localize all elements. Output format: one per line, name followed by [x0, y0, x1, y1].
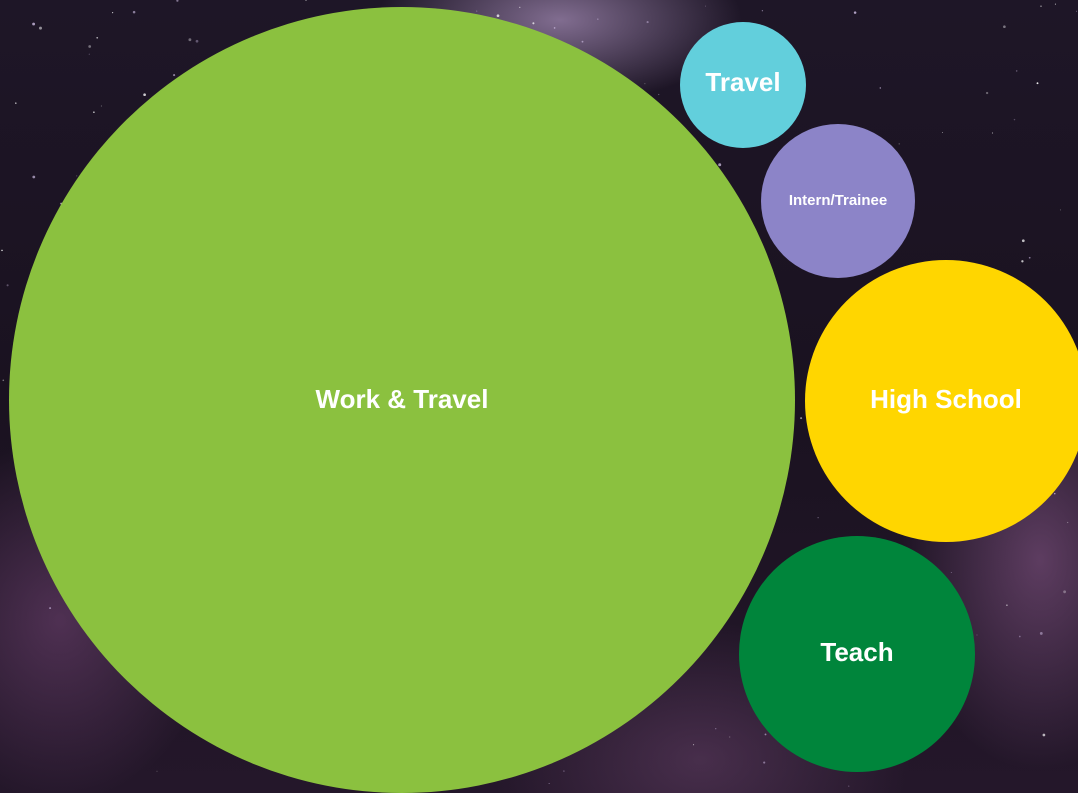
star [563, 770, 565, 772]
bubble-circle[interactable] [761, 124, 915, 278]
bubble-label: Travel [705, 67, 780, 97]
star [644, 83, 646, 85]
star [658, 93, 660, 96]
star [1003, 25, 1006, 29]
star [176, 0, 179, 2]
star [305, 0, 307, 1]
bubble-circle[interactable] [680, 22, 806, 148]
star [32, 22, 36, 26]
star [1021, 239, 1025, 243]
star [1018, 635, 1021, 638]
star [1021, 260, 1024, 263]
star [88, 45, 92, 48]
bubble-circle[interactable] [805, 260, 1078, 542]
star [93, 111, 95, 114]
star [705, 5, 706, 7]
star [496, 14, 500, 18]
star [32, 175, 36, 179]
star [1059, 209, 1061, 211]
star [950, 571, 952, 573]
star [96, 36, 99, 39]
star [188, 38, 192, 42]
star [143, 93, 146, 97]
star [581, 40, 584, 43]
star [800, 417, 803, 420]
star [100, 105, 102, 107]
star [942, 132, 943, 134]
star [1063, 590, 1067, 594]
star [15, 102, 17, 104]
bubble[interactable]: Work & Travel [9, 7, 795, 793]
star [991, 132, 994, 134]
star [597, 18, 599, 20]
star [764, 733, 767, 736]
star [1040, 5, 1042, 8]
star [879, 87, 882, 89]
star [49, 607, 52, 610]
star [132, 10, 136, 14]
star [39, 26, 42, 30]
bubble-label: Work & Travel [316, 384, 489, 414]
bubble[interactable]: Intern/Trainee [761, 124, 915, 278]
star [476, 10, 478, 12]
bubble[interactable]: Teach [739, 536, 975, 772]
star [1054, 493, 1056, 495]
star [763, 761, 766, 764]
bubble-circle[interactable] [739, 536, 975, 772]
star [646, 21, 649, 24]
star [519, 6, 521, 8]
star [88, 53, 90, 55]
star [1042, 733, 1046, 737]
star [195, 39, 199, 43]
star [1067, 521, 1069, 524]
star [1015, 70, 1018, 72]
star [173, 74, 176, 77]
star [817, 517, 819, 519]
star [6, 284, 9, 287]
star [693, 744, 695, 746]
star [729, 736, 731, 738]
bubble[interactable]: High School [805, 260, 1078, 542]
star [532, 22, 535, 25]
bubble-label: Intern/Trainee [789, 192, 887, 209]
star [718, 163, 722, 167]
bubble-label: Teach [820, 637, 893, 667]
star [853, 11, 857, 14]
star [156, 770, 158, 772]
bubble[interactable]: Travel [680, 22, 806, 148]
star [976, 634, 978, 636]
star [1036, 82, 1039, 85]
star [76, 175, 78, 177]
star [2, 379, 5, 382]
star [1028, 256, 1031, 259]
star [761, 10, 764, 12]
star [1013, 118, 1016, 121]
star [1054, 3, 1056, 5]
bubble-circle[interactable] [9, 7, 795, 793]
star [715, 728, 717, 730]
star [548, 782, 550, 784]
star [1006, 604, 1008, 607]
star [1, 249, 3, 252]
star [112, 12, 114, 14]
star [985, 91, 989, 95]
bubble-label: High School [870, 384, 1022, 414]
star [898, 143, 900, 145]
star [553, 27, 556, 29]
star [848, 785, 850, 787]
star [1039, 631, 1043, 635]
star [1076, 10, 1077, 12]
